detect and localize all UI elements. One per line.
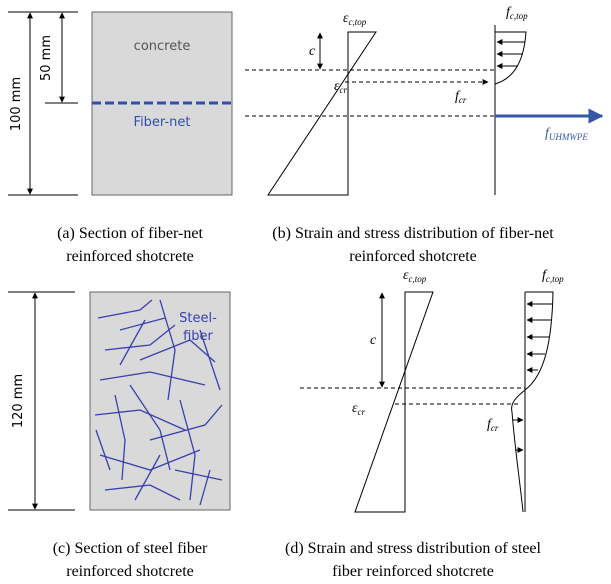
depth-label: c xyxy=(309,44,316,59)
stress-label: fc,top xyxy=(542,268,564,284)
stress-label: fcr xyxy=(487,417,499,433)
strain-label: εc,top xyxy=(343,11,367,27)
figure: 100 mm 50 mm concrete Fiber-net (a) Sect… xyxy=(0,0,611,584)
stress-label: fc,top xyxy=(506,5,528,21)
depth-label: c xyxy=(370,333,377,348)
caption: fiber reinforced shotcrete xyxy=(332,563,494,580)
caption: (c) Section of steel fiber xyxy=(53,540,208,557)
reinforcement-label: Fiber-net xyxy=(134,115,191,130)
dimension-label: 50 mm xyxy=(39,35,54,81)
strain-label: εcr xyxy=(334,79,348,95)
panel-c: 120 mm Steel- fiber (c) Section of steel… xyxy=(8,292,230,580)
reinforcement-label: Steel- xyxy=(179,311,217,326)
dimension-label: 100 mm xyxy=(9,77,24,131)
panel-a: 100 mm 50 mm concrete Fiber-net (a) Sect… xyxy=(8,12,232,265)
dimension-label: 120 mm xyxy=(11,374,26,428)
panel-b: c εc,top εcr fc,top fcr fUHMWPE (b) Stra… xyxy=(245,5,602,265)
strain-label: εcr xyxy=(352,401,366,417)
strain-label: εc,top xyxy=(403,268,427,284)
net-force-label: fUHMWPE xyxy=(545,126,588,142)
stress-label: fcr xyxy=(455,89,467,105)
caption: (a) Section of fiber-net xyxy=(57,225,203,242)
material-label: concrete xyxy=(134,39,191,54)
caption: (d) Strain and stress distribution of st… xyxy=(285,540,542,557)
caption: reinforced shotcrete xyxy=(66,248,193,265)
caption: reinforced shotcrete xyxy=(349,248,476,265)
reinforcement-label: fiber xyxy=(183,329,213,344)
panel-d: c εc,top εcr fc,top fcr (d) Strain and s… xyxy=(285,268,564,580)
caption: (b) Strain and stress distribution of fi… xyxy=(272,225,554,242)
caption: reinforced shotcrete xyxy=(66,563,193,580)
